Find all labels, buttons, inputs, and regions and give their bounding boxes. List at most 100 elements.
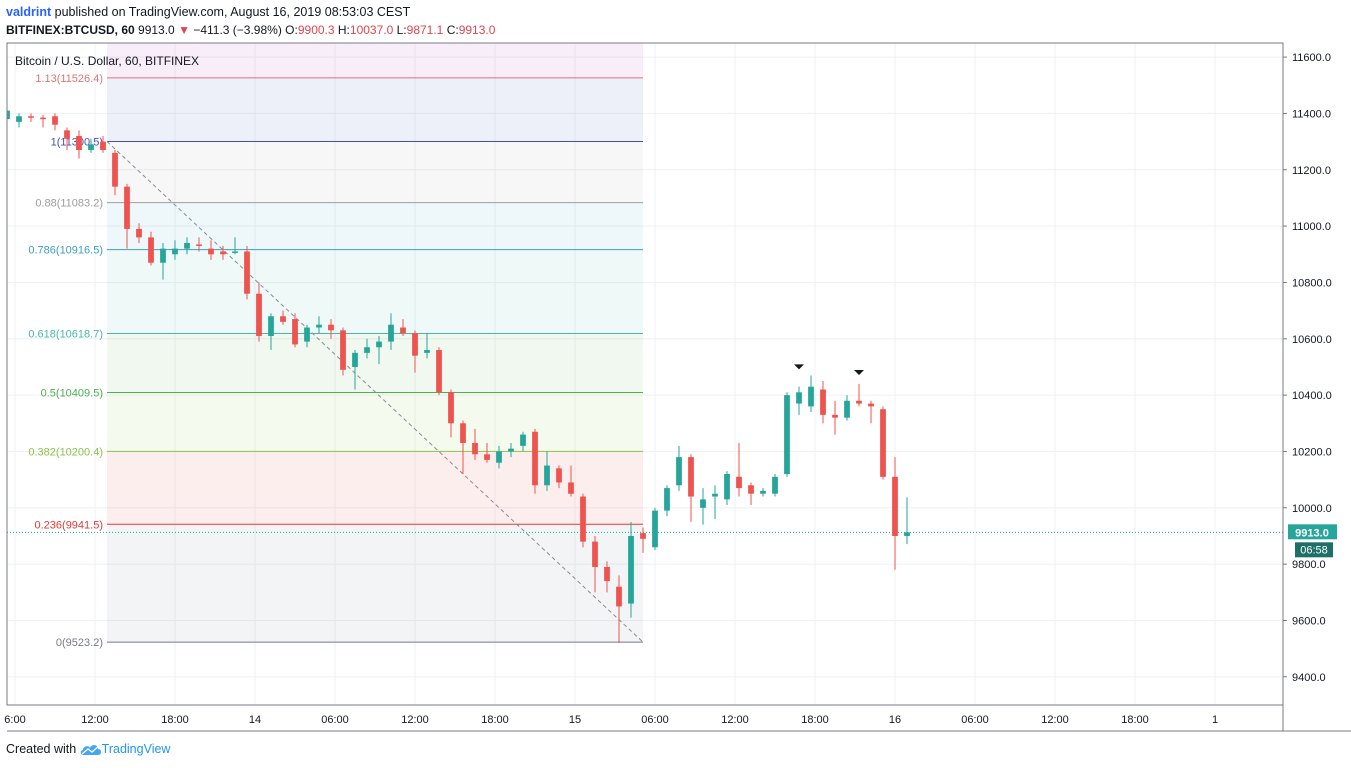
last-price-label: 9913.0 <box>1295 527 1329 539</box>
last-price: 9913.0 <box>138 23 175 37</box>
tradingview-brand-link[interactable]: TradingView <box>101 742 171 756</box>
candle-down[interactable] <box>136 223 142 244</box>
high-value: 10037.0 <box>349 23 394 37</box>
candle-up[interactable] <box>88 138 94 153</box>
candle-down[interactable] <box>328 319 334 339</box>
candle-down[interactable] <box>688 454 694 522</box>
candle-down[interactable] <box>856 383 862 407</box>
close-label: C: <box>446 23 459 37</box>
candle-down[interactable] <box>196 237 202 252</box>
candle-up[interactable] <box>544 451 550 491</box>
candle-up[interactable] <box>304 324 310 348</box>
candle-down[interactable] <box>460 420 466 475</box>
candle-up[interactable] <box>904 497 910 545</box>
candle-up[interactable] <box>676 445 682 491</box>
candle-down[interactable] <box>640 527 646 553</box>
candle-body <box>844 400 850 418</box>
candle-body <box>724 474 730 500</box>
candle-up[interactable] <box>352 350 358 390</box>
candle-down[interactable] <box>280 310 286 325</box>
candle-body <box>628 535 634 604</box>
candle-up[interactable] <box>232 237 238 255</box>
candle-body <box>16 116 22 122</box>
candle-down[interactable] <box>64 127 70 151</box>
fib-band <box>107 392 643 452</box>
author-link[interactable]: valdrint <box>6 5 52 19</box>
candle-down[interactable] <box>340 327 346 376</box>
candle-down[interactable] <box>208 240 214 260</box>
candle-up[interactable] <box>784 392 790 477</box>
candle-down[interactable] <box>484 443 490 463</box>
candle-up[interactable] <box>184 237 190 255</box>
candle-down[interactable] <box>100 135 106 153</box>
candle-up[interactable] <box>700 488 706 525</box>
candle-down[interactable] <box>880 406 886 480</box>
candle-down[interactable] <box>820 381 826 424</box>
candle-down[interactable] <box>556 465 562 489</box>
down-arrow-marker-icon[interactable] <box>854 370 864 376</box>
candle-down[interactable] <box>568 465 574 497</box>
candle-down[interactable] <box>52 113 58 131</box>
candle-down[interactable] <box>436 347 442 396</box>
candle-up[interactable] <box>724 471 730 505</box>
candle-down[interactable] <box>28 113 34 122</box>
candle-down[interactable] <box>868 400 874 424</box>
candle-down[interactable] <box>832 400 838 435</box>
candle-up[interactable] <box>628 521 634 618</box>
candle-up[interactable] <box>508 443 514 458</box>
y-tick-label: 10600.0 <box>1292 334 1332 346</box>
candle-down[interactable] <box>604 561 610 593</box>
candle-up[interactable] <box>424 333 430 359</box>
candle-up[interactable] <box>796 386 802 415</box>
candle-down[interactable] <box>736 443 742 497</box>
down-arrow-marker-icon[interactable] <box>794 364 804 370</box>
symbol-label[interactable]: BITFINEX:BTCUSD, 60 <box>6 23 135 37</box>
candle-up[interactable] <box>4 107 10 128</box>
candle-down[interactable] <box>616 575 622 644</box>
candle-up[interactable] <box>364 338 370 359</box>
candle-up[interactable] <box>712 485 718 520</box>
candle-down[interactable] <box>892 457 898 570</box>
candle-up[interactable] <box>844 395 850 421</box>
candle-up[interactable] <box>520 431 526 452</box>
candle-down[interactable] <box>220 245 226 260</box>
candle-up[interactable] <box>808 375 814 413</box>
candle-down[interactable] <box>76 130 82 159</box>
candle-up[interactable] <box>376 335 382 365</box>
candle-body <box>304 327 310 342</box>
candle-up[interactable] <box>16 113 22 128</box>
candle-down[interactable] <box>40 114 46 128</box>
candle-body <box>100 141 106 151</box>
candle-down[interactable] <box>148 231 154 266</box>
candle-up[interactable] <box>268 313 274 351</box>
candle-down[interactable] <box>112 150 118 196</box>
candle-up[interactable] <box>652 507 658 551</box>
candle-up[interactable] <box>316 316 322 334</box>
fib-trend-line[interactable] <box>106 141 644 643</box>
y-tick-label: 10000.0 <box>1292 503 1332 515</box>
candle-up[interactable] <box>160 243 166 280</box>
candle-up[interactable] <box>664 485 670 517</box>
candle-down[interactable] <box>580 493 586 548</box>
candle-up[interactable] <box>388 313 394 351</box>
candle-down[interactable] <box>592 535 598 593</box>
x-tick-label: 12:00 <box>81 714 109 726</box>
candle-down[interactable] <box>124 183 130 249</box>
candle-down[interactable] <box>256 282 262 342</box>
candle-down[interactable] <box>532 428 538 494</box>
candle-down[interactable] <box>472 428 478 460</box>
candle-down[interactable] <box>412 330 418 373</box>
candle-body <box>880 409 886 477</box>
fib-band <box>107 333 643 393</box>
candle-up[interactable] <box>760 488 766 497</box>
candle-down[interactable] <box>748 482 754 505</box>
candle-up[interactable] <box>772 474 778 497</box>
candle-up[interactable] <box>172 240 178 260</box>
candle-up[interactable] <box>496 445 502 469</box>
candle-down[interactable] <box>244 245 250 300</box>
candle-down[interactable] <box>400 319 406 336</box>
candle-down[interactable] <box>292 313 298 348</box>
candle-down[interactable] <box>448 389 454 438</box>
candle-body <box>40 117 46 120</box>
